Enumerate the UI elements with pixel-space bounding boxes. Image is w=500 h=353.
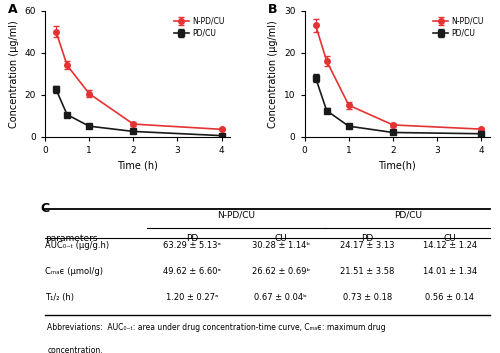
Text: 63.29 ± 5.13ᵃ: 63.29 ± 5.13ᵃ (163, 241, 221, 250)
Legend: N-PD/CU, PD/CU: N-PD/CU, PD/CU (431, 14, 486, 40)
Legend: N-PD/CU, PD/CU: N-PD/CU, PD/CU (172, 14, 226, 40)
X-axis label: Time(h): Time(h) (378, 160, 416, 170)
Text: C: C (40, 202, 50, 215)
Text: PD/CU: PD/CU (394, 210, 421, 219)
Text: 49.62 ± 6.60ᵃ: 49.62 ± 6.60ᵃ (163, 267, 221, 276)
Text: 0.67 ± 0.04ᵇ: 0.67 ± 0.04ᵇ (254, 293, 307, 302)
Text: Cₘₐϵ (μmol/g): Cₘₐϵ (μmol/g) (45, 267, 103, 276)
Text: B: B (268, 3, 277, 16)
Text: PD: PD (186, 234, 198, 243)
Text: concentration.: concentration. (47, 346, 103, 353)
Text: 14.12 ± 1.24: 14.12 ± 1.24 (423, 241, 477, 250)
Text: T₁/₂ (h): T₁/₂ (h) (45, 293, 74, 302)
Text: 0.73 ± 0.18: 0.73 ± 0.18 (343, 293, 392, 302)
Text: CU: CU (274, 234, 287, 243)
Text: 0.56 ± 0.14: 0.56 ± 0.14 (426, 293, 474, 302)
Text: AUC₀₋ₜ (μg/g.h): AUC₀₋ₜ (μg/g.h) (45, 241, 109, 250)
Text: CU: CU (444, 234, 456, 243)
Text: 26.62 ± 0.69ᵇ: 26.62 ± 0.69ᵇ (252, 267, 310, 276)
Text: 21.51 ± 3.58: 21.51 ± 3.58 (340, 267, 395, 276)
Text: Abbreviations:  AUC₀₋ₜ: area under drug concentration-time curve, Cₘₐϵ: maximum : Abbreviations: AUC₀₋ₜ: area under drug c… (47, 323, 386, 333)
Text: A: A (8, 3, 18, 16)
Y-axis label: Concentration (μg/ml): Concentration (μg/ml) (268, 20, 278, 127)
Text: 14.01 ± 1.34: 14.01 ± 1.34 (423, 267, 477, 276)
Text: 30.28 ± 1.14ᵇ: 30.28 ± 1.14ᵇ (252, 241, 310, 250)
Text: 24.17 ± 3.13: 24.17 ± 3.13 (340, 241, 395, 250)
Text: N-PD/CU: N-PD/CU (218, 210, 256, 219)
Text: 1.20 ± 0.27ᵃ: 1.20 ± 0.27ᵃ (166, 293, 218, 302)
Text: parameters: parameters (45, 234, 98, 243)
Y-axis label: Concentration (μg/ml): Concentration (μg/ml) (9, 20, 19, 127)
X-axis label: Time (h): Time (h) (118, 160, 158, 170)
Text: PD: PD (362, 234, 374, 243)
